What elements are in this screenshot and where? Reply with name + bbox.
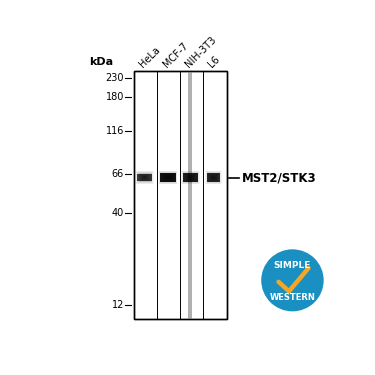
Text: 116: 116 [105,126,124,135]
Bar [184,172,198,183]
Bar [159,171,177,184]
Bar [137,172,152,183]
Text: SIMPLE: SIMPLE [274,261,311,270]
Bar [161,172,175,183]
Text: 40: 40 [112,207,124,218]
Text: 12: 12 [111,300,124,310]
Bar [136,171,153,184]
Bar [211,175,216,180]
Bar [213,177,214,178]
Bar [134,71,227,320]
Bar [188,71,192,320]
Bar [165,175,171,180]
Bar [186,174,195,181]
Bar [182,171,200,184]
Bar [135,170,155,185]
Bar [164,174,172,181]
Bar [135,171,154,184]
Bar [181,170,201,185]
Bar [212,176,215,179]
Text: NIH-3T3: NIH-3T3 [184,35,219,69]
Bar [167,177,169,178]
Bar [182,171,200,184]
Bar [190,177,192,178]
Circle shape [262,250,323,310]
Bar [209,173,219,182]
Bar [208,172,219,183]
Bar [207,173,220,182]
Bar [160,172,176,183]
Bar [139,173,151,182]
Bar [210,174,217,181]
Bar [185,173,197,182]
Bar [143,176,147,179]
Bar [205,170,222,185]
Bar [206,171,221,184]
Bar [162,173,174,182]
Bar [141,175,148,180]
Bar [160,173,176,182]
Bar [134,71,227,320]
Text: L6: L6 [207,54,222,69]
Bar [189,176,192,179]
Bar [141,174,149,181]
Text: 180: 180 [105,92,124,102]
Text: WESTERN: WESTERN [270,292,315,302]
Bar [137,174,152,181]
Text: 230: 230 [105,73,124,83]
Bar [144,177,146,178]
Text: MCF-7: MCF-7 [161,41,190,69]
Bar [138,172,152,183]
Bar [163,174,173,181]
Bar [159,171,177,184]
Bar [206,171,222,184]
Bar [142,176,147,179]
Bar [186,174,196,181]
Bar [165,176,171,179]
Bar [140,174,150,181]
Text: kDa: kDa [90,57,114,67]
Text: MST2/STK3: MST2/STK3 [242,171,316,184]
Bar [183,172,198,183]
Bar [183,173,198,182]
Bar [188,176,194,179]
Text: ™: ™ [320,306,325,311]
Bar [158,170,178,185]
Bar [207,172,220,183]
Bar [209,174,218,181]
Bar [166,176,170,179]
Bar [188,175,194,180]
Bar [211,176,216,179]
Text: HeLa: HeLa [138,45,162,69]
Text: 66: 66 [112,169,124,179]
